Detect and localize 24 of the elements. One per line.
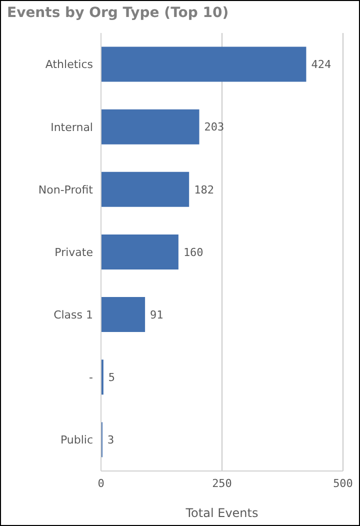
data-label: 5 <box>108 371 116 384</box>
bar <box>101 297 146 332</box>
y-tick-label: Private <box>54 246 94 259</box>
y-tick-label: - <box>89 371 94 384</box>
x-tick-label: 0 <box>98 476 104 490</box>
data-label: 3 <box>107 434 114 447</box>
y-tick-label: Public <box>60 434 93 447</box>
y-tick-label: Class 1 <box>54 308 93 322</box>
bar <box>101 46 306 82</box>
chart-title: Events by Org Type (Top 10) <box>7 5 229 21</box>
bar <box>101 234 178 270</box>
y-tick-label: Athletics <box>45 58 94 72</box>
y-tick-label: Non-Profit <box>38 183 94 196</box>
bar <box>101 109 200 144</box>
data-label: 160 <box>183 246 204 259</box>
x-tick-label: 250 <box>212 476 232 490</box>
x-tick-label: 500 <box>333 476 353 490</box>
data-label: 424 <box>311 58 332 72</box>
y-tick-label: Internal <box>50 120 93 134</box>
x-axis-title: Total Events <box>184 506 258 520</box>
data-label: 182 <box>194 183 214 196</box>
data-label: 91 <box>150 308 164 322</box>
bar <box>101 172 190 207</box>
data-label: 203 <box>204 120 224 134</box>
